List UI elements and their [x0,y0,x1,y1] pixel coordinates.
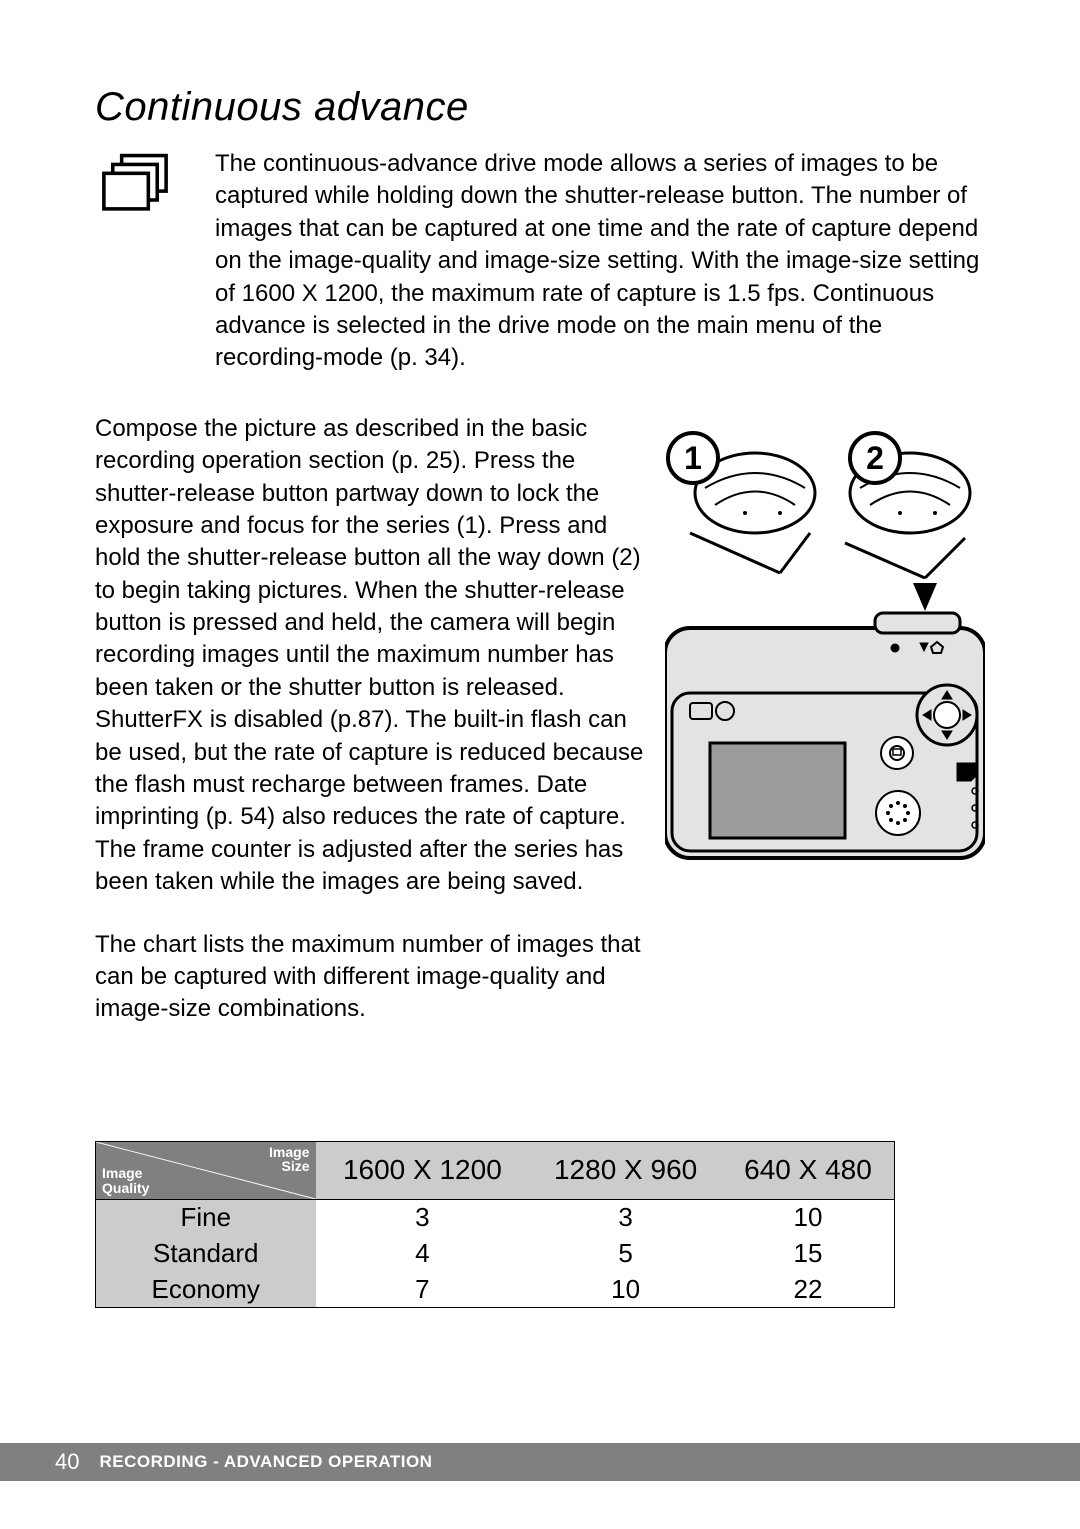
quality-row-1: Standard [96,1235,316,1271]
svg-text:2: 2 [866,440,884,476]
continuous-advance-icon [95,148,215,225]
val-1-0: 4 [316,1235,530,1271]
val-2-2: 22 [722,1271,895,1307]
camera-illustration: 1 2 [665,413,985,878]
val-2-1: 10 [529,1271,722,1307]
diag-bot-2: Quality [102,1180,149,1196]
svg-text:1: 1 [684,440,702,476]
diag-top-2: Size [281,1158,309,1174]
page-title: Continuous advance [95,85,985,130]
diag-bot-1: Image [102,1165,142,1181]
val-0-1: 3 [529,1199,722,1235]
capture-table: Image Size Image Quality 1600 X 1200 128… [95,1141,895,1308]
size-col-2: 640 X 480 [722,1141,895,1199]
size-col-1: 1280 X 960 [529,1141,722,1199]
footer-section: RECORDING - ADVANCED OPERATION [99,1452,432,1472]
page-number: 40 [55,1449,79,1475]
page-footer: 40 RECORDING - ADVANCED OPERATION [0,1443,1080,1481]
size-col-0: 1600 X 1200 [316,1141,530,1199]
val-1-1: 5 [529,1235,722,1271]
body-paragraph-1: Compose the picture as described in the … [95,413,645,899]
intro-paragraph: The continuous-advance drive mode allows… [215,148,985,375]
val-1-2: 15 [722,1235,895,1271]
val-0-0: 3 [316,1199,530,1235]
diag-top-1: Image [269,1144,309,1160]
val-0-2: 10 [722,1199,895,1235]
quality-row-0: Fine [96,1199,316,1235]
body-paragraph-2: The chart lists the maximum number of im… [95,929,645,1026]
val-2-0: 7 [316,1271,530,1307]
quality-row-2: Economy [96,1271,316,1307]
